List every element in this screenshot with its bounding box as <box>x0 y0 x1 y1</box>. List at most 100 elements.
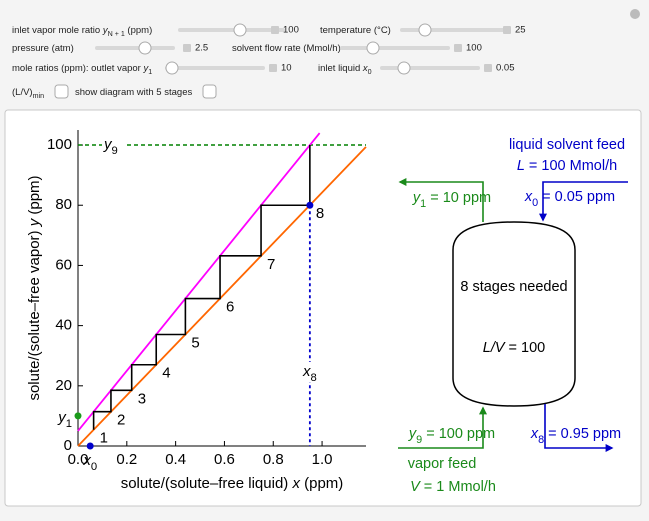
y9-label: y9 <box>103 136 118 157</box>
pressure-track <box>95 46 175 50</box>
y-axis-title: solute/(solute–free vapor) y (ppm) <box>26 175 43 400</box>
temperature-track <box>400 28 505 32</box>
solvent_flow-label: solvent flow rate (Mmol/h) <box>232 43 341 54</box>
liquid-feed-flow: L = 100 Mmol/h <box>517 158 617 174</box>
outlet_vapor-label-subscript: 1 <box>148 68 152 76</box>
stage-label: 8 <box>316 205 324 222</box>
pressure-label: pressure (atm) <box>12 43 74 54</box>
liquid-feed-flow-text: = 100 Mmol/h <box>525 158 617 174</box>
point <box>74 412 82 420</box>
solvent_flow-track <box>340 46 450 50</box>
y9-label-bg <box>102 136 124 155</box>
solvent_flow-thumb[interactable] <box>366 41 380 55</box>
vapor-out-arrow <box>398 178 484 222</box>
liquid-feed-conc: x0 = 0.05 ppm <box>524 189 615 209</box>
solvent_flow-label-label: solvent flow rate (Mmol/h) <box>232 43 341 54</box>
inlet_liquid-label-symbol: x <box>362 63 369 74</box>
point-label: y1 <box>57 409 72 430</box>
solvent_flow-plus[interactable] <box>454 44 462 52</box>
liquid-feed-conc-subscript: 0 <box>532 197 538 209</box>
y-tick-label: 40 <box>55 317 72 334</box>
inlet_vapor-label: inlet vapor mole ratio yN + 1 (ppm) <box>12 25 152 38</box>
inlet_liquid-track <box>380 66 480 70</box>
outlet_vapor-plus[interactable] <box>269 64 277 72</box>
stage-label: 7 <box>267 256 275 273</box>
series-line <box>77 146 367 447</box>
inlet_vapor-label-unit: (ppm) <box>125 25 152 36</box>
x8-label-symbol: x <box>302 363 311 380</box>
vapor-feed-conc-symbol: y <box>408 426 417 442</box>
inlet_vapor-value: 100 <box>283 25 299 36</box>
vapor-feed-conc-subscript: 9 <box>416 434 422 446</box>
y-tick-label: 100 <box>47 136 72 153</box>
lv-min-checkbox[interactable] <box>54 84 69 99</box>
stage-label: 3 <box>138 390 146 407</box>
vapor-feed-conc-text: = 100 ppm <box>422 426 495 442</box>
x-tick-label: 0.4 <box>165 451 186 468</box>
show-diagram-label: show diagram with 5 stages <box>75 87 192 98</box>
stage-label: 5 <box>191 334 199 351</box>
series-line <box>77 132 321 432</box>
temperature-value: 25 <box>515 25 526 36</box>
x-axis-title: solute/(solute–free liquid) x (ppm) <box>121 475 344 492</box>
vapor-out-text: y1 = 10 ppm <box>412 190 491 210</box>
y9-label-symbol: y <box>103 136 113 153</box>
vapor-feed-title: vapor feed <box>408 456 477 472</box>
lv-min-label: (L/V)min <box>12 87 44 100</box>
inlet_liquid-label: inlet liquid x0 <box>318 63 372 76</box>
x-tick-label: 0.8 <box>263 451 284 468</box>
x-axis-title-label: solute/(solute–free liquid) <box>121 475 293 492</box>
options-button[interactable] <box>630 9 640 19</box>
outlet_vapor-value: 10 <box>281 63 292 74</box>
pressure-plus[interactable] <box>183 44 191 52</box>
stage-label: 1 <box>100 430 108 447</box>
series-line <box>92 145 311 430</box>
outlet_vapor-thumb[interactable] <box>165 61 179 75</box>
liquid-out-arrow <box>544 404 614 452</box>
x-tick-label: 0.0 <box>68 451 89 468</box>
y-tick-label: 20 <box>55 377 72 394</box>
stage-label: 2 <box>117 412 125 429</box>
pressure-thumb[interactable] <box>138 41 152 55</box>
x-tick-label: 0.6 <box>214 451 235 468</box>
temperature-label-label: temperature (°C) <box>320 25 391 36</box>
solvent_flow-value: 100 <box>466 43 482 54</box>
stages-text: 8 stages needed <box>460 279 567 295</box>
inlet_liquid-thumb[interactable] <box>397 61 411 75</box>
liquid-feed-flow-symbol: L <box>517 158 525 174</box>
inlet_vapor-label-label: inlet vapor mole ratio <box>12 25 103 36</box>
point <box>86 442 94 450</box>
temperature-plus[interactable] <box>503 26 511 34</box>
temperature-label: temperature (°C) <box>320 25 391 36</box>
lv-min-label-subscript: min <box>33 92 45 100</box>
liquid-out-text-symbol: x <box>530 426 539 442</box>
temperature-thumb[interactable] <box>418 23 432 37</box>
stage-label: 6 <box>226 299 234 316</box>
inlet_liquid-plus[interactable] <box>484 64 492 72</box>
inlet_liquid-label-label: inlet liquid <box>318 63 363 74</box>
vapor-feed-conc: y9 = 100 ppm <box>408 426 495 446</box>
y-axis-title-label: solute/(solute–free vapor) <box>26 226 43 400</box>
x8-label-subscript: 8 <box>310 372 316 384</box>
ratio-text-text: = 100 <box>505 340 546 356</box>
point-label-symbol: x <box>82 452 91 469</box>
inlet_vapor-thumb[interactable] <box>233 23 247 37</box>
point-label-symbol: y <box>57 409 67 426</box>
vapor-out-text-text: = 10 ppm <box>426 190 491 206</box>
show-diagram-checkbox[interactable] <box>202 84 217 99</box>
pressure-label-label: pressure (atm) <box>12 43 74 54</box>
point-label: x0 <box>82 452 97 473</box>
lv-min-label-label: (L/V) <box>12 87 33 98</box>
ratio-text-symbol: L/V <box>483 340 506 356</box>
inlet_liquid-value: 0.05 <box>496 63 515 74</box>
inlet_vapor-plus[interactable] <box>271 26 279 34</box>
vapor-feed-flow-text: = 1 Mmol/h <box>420 479 496 495</box>
vapor-feed-arrow <box>398 406 487 449</box>
ratio-text: L/V = 100 <box>483 340 545 356</box>
x-axis-title-unit: (ppm) <box>300 475 343 492</box>
inlet_liquid-label-subscript: 0 <box>368 68 372 76</box>
outlet_vapor-track <box>165 66 265 70</box>
liquid-feed-title: liquid solvent feed <box>509 137 625 153</box>
inlet_vapor-track <box>178 28 285 32</box>
